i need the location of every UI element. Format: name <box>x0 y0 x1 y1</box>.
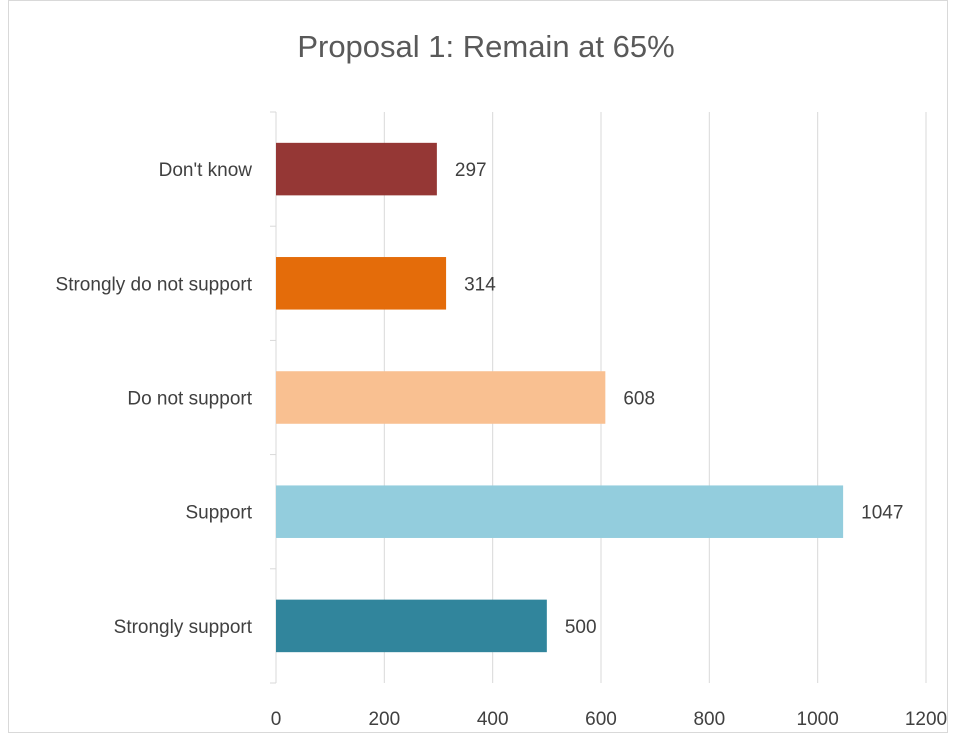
bar <box>276 142 437 196</box>
chart-title: Proposal 1: Remain at 65% <box>297 29 674 64</box>
bar <box>276 257 447 310</box>
bars <box>276 142 844 653</box>
data-label: 1047 <box>861 503 903 524</box>
x-tick-label: 800 <box>693 709 725 730</box>
data-label: 608 <box>623 389 655 410</box>
x-tick-label: 1200 <box>905 709 947 730</box>
x-tick-labels: 0 200 400 600 800 1000 1200 <box>271 709 947 730</box>
category-label: Support <box>185 503 252 524</box>
category-label: Strongly do not support <box>56 274 253 295</box>
data-label: 314 <box>464 274 496 295</box>
x-tick-label: 400 <box>477 709 509 730</box>
data-label: 500 <box>565 617 597 638</box>
x-tick-label: 600 <box>585 709 617 730</box>
category-axis <box>270 111 277 684</box>
category-label: Don't know <box>159 160 253 181</box>
category-label: Strongly support <box>114 617 253 638</box>
x-tick-label: 200 <box>368 709 400 730</box>
x-tick-label: 0 <box>271 709 282 730</box>
bar <box>276 371 606 424</box>
bar <box>276 485 844 538</box>
grid-lines <box>383 112 927 683</box>
data-label: 297 <box>455 160 487 181</box>
category-labels: Don't know Strongly do not support Do not … <box>56 160 253 638</box>
data-labels: 297 314 608 1047 500 <box>455 160 904 638</box>
category-label: Do not support <box>127 389 252 410</box>
x-tick-label: 1000 <box>797 709 839 730</box>
bar <box>276 599 547 653</box>
